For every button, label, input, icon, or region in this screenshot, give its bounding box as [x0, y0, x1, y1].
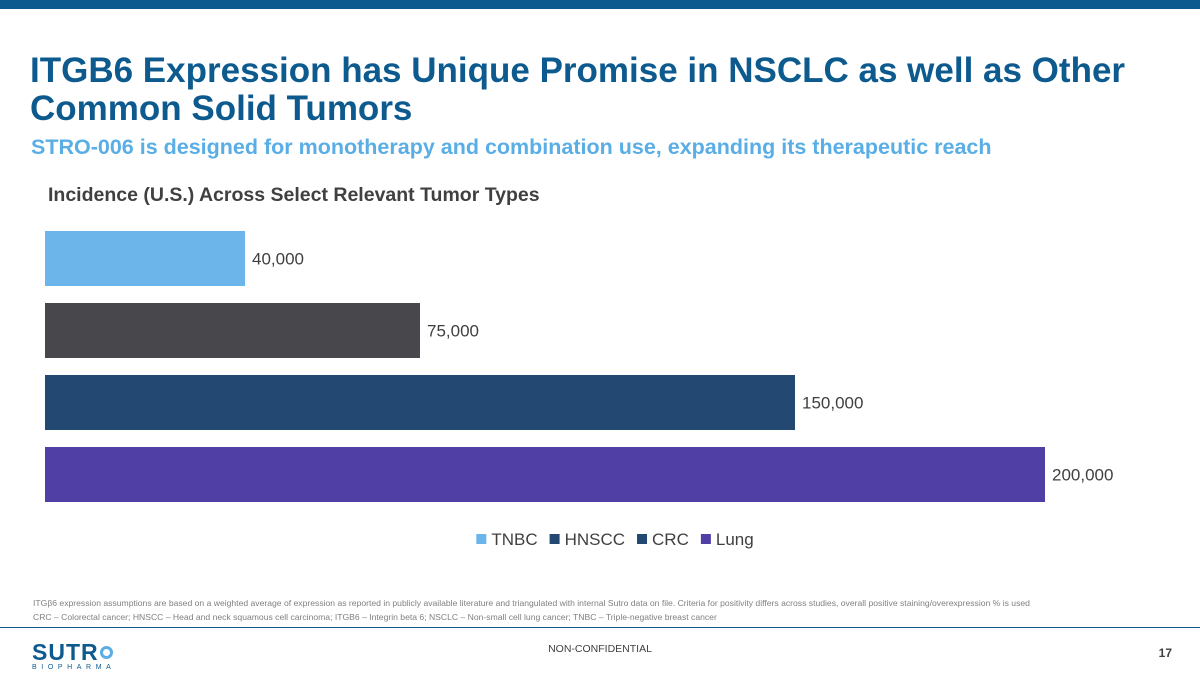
page-title: ITGB6 Expression has Unique Promise in N… — [30, 51, 1126, 128]
legend-item-tnbc: TNBC — [476, 530, 538, 549]
data-label-hnscc: 75,000 — [427, 322, 479, 341]
logo-wordmark: SUTR — [32, 639, 99, 665]
legend-label-hnscc: HNSCC — [565, 530, 625, 549]
footnote-abbreviations: CRC – Colorectal cancer; HNSCC – Head an… — [33, 612, 717, 622]
top-accent-bar — [0, 0, 1200, 9]
sutro-logo: SUTR BIOPHARMA — [32, 639, 132, 671]
legend-swatch-crc — [637, 534, 648, 544]
legend-swatch-hnscc — [549, 534, 560, 544]
legend-label-crc: CRC — [652, 530, 689, 549]
data-label-lung: 200,000 — [1052, 466, 1113, 485]
bars-group: 40,000 75,000 150,000 200,000 — [45, 231, 1113, 502]
chart-title: Incidence (U.S.) Across Select Relevant … — [48, 184, 540, 206]
legend-label-tnbc: TNBC — [491, 530, 537, 549]
footer-divider — [0, 627, 1200, 628]
data-label-tnbc: 40,000 — [252, 250, 304, 269]
legend-item-crc: CRC — [637, 530, 689, 549]
legend-label-lung: Lung — [716, 530, 754, 549]
bar-crc — [45, 375, 795, 430]
legend-item-hnscc: HNSCC — [549, 530, 625, 549]
legend-swatch-lung — [700, 534, 711, 544]
logo-subtitle: BIOPHARMA — [32, 664, 116, 671]
confidentiality-label: NON-CONFIDENTIAL — [548, 643, 652, 655]
footnote-expression: ITGβ6 expression assumptions are based o… — [33, 598, 1030, 608]
bar-lung — [45, 447, 1045, 502]
legend-swatch-tnbc — [476, 534, 487, 544]
bar-hnscc — [45, 303, 420, 358]
data-label-crc: 150,000 — [802, 394, 863, 413]
page-number: 17 — [1158, 646, 1172, 660]
chart-legend: TNBC HNSCC CRC Lung — [476, 530, 754, 549]
logo-ring-icon — [99, 645, 113, 659]
incidence-bar-chart: 40,000 75,000 150,000 200,000 TNBC HNSCC CRC L… — [45, 231, 1113, 549]
bar-tnbc — [45, 231, 245, 286]
legend-item-lung: Lung — [700, 530, 754, 549]
page-subtitle: STRO-006 is designed for monotherapy and… — [31, 135, 992, 159]
